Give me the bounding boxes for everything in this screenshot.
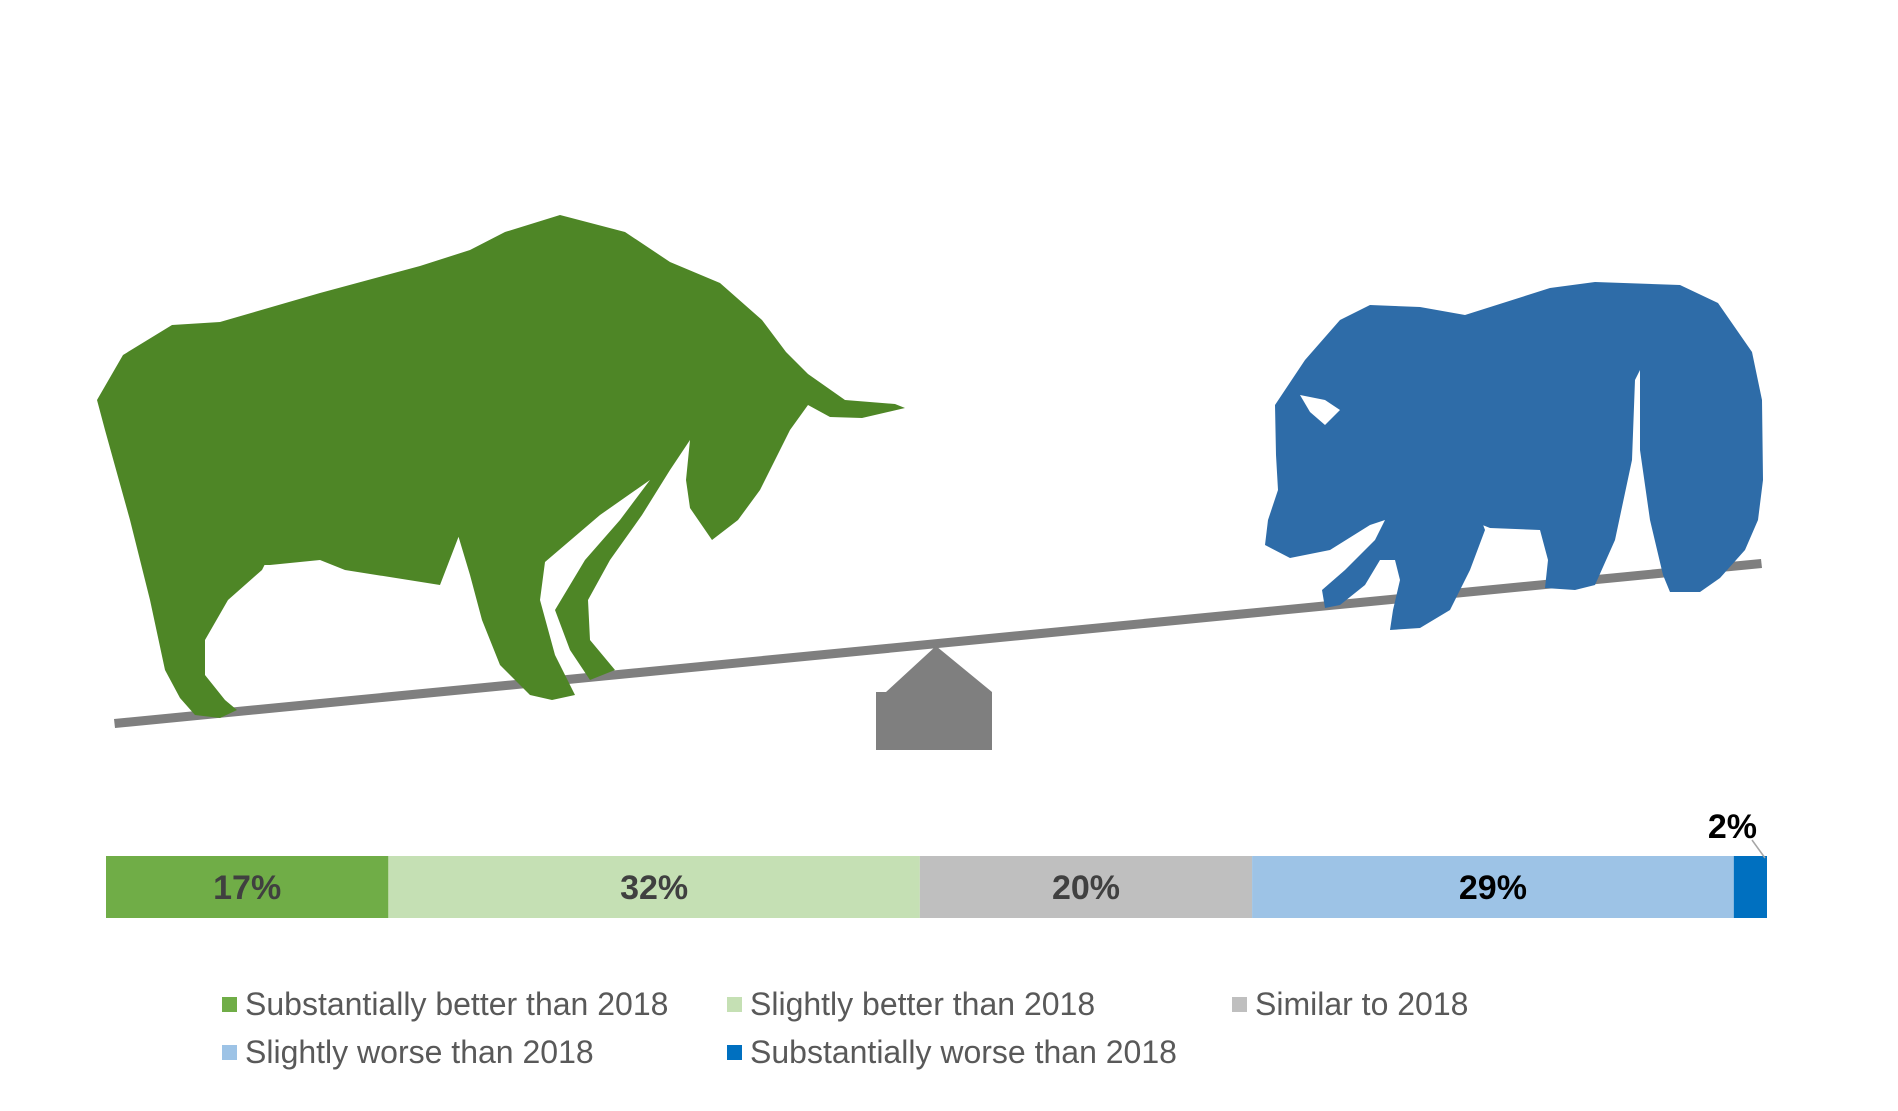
- legend-item: Substantially worse than 2018: [727, 1028, 1177, 1076]
- stacked-bar: 17% 32% 20% 29% 2%: [106, 808, 1767, 918]
- legend-item: Substantially better than 2018: [222, 980, 668, 1028]
- seesaw-fulcrum: [876, 646, 992, 750]
- bear-body: [1265, 282, 1763, 630]
- legend-item: Slightly better than 2018: [727, 980, 1095, 1028]
- legend-swatch: [222, 996, 237, 1012]
- bar-segment: [106, 856, 389, 918]
- legend-swatch: [727, 1044, 742, 1060]
- legend-swatch: [222, 1044, 237, 1060]
- legend-label: Substantially better than 2018: [245, 985, 669, 1022]
- legend-swatch: [1232, 996, 1247, 1012]
- bar-segment: [388, 856, 920, 918]
- bear-icon: [1265, 282, 1763, 630]
- bull-icon: [97, 215, 905, 718]
- legend-label: Slightly worse than 2018: [245, 1033, 594, 1070]
- bull-body: [97, 215, 905, 718]
- data-label: 29%: [1459, 869, 1527, 907]
- data-label: 20%: [1052, 869, 1120, 907]
- legend-item: Slightly worse than 2018: [222, 1028, 594, 1076]
- bar-segment: [1252, 856, 1734, 918]
- legend-label: Substantially worse than 2018: [750, 1033, 1177, 1070]
- legend-swatch: [727, 996, 742, 1012]
- leader-line: [1751, 839, 1766, 859]
- bar-segment: [1733, 856, 1767, 918]
- legend-label: Slightly better than 2018: [750, 985, 1096, 1022]
- legend-item: Similar to 2018: [1232, 980, 1468, 1028]
- data-label: 2%: [1708, 808, 1757, 846]
- data-label: 17%: [213, 869, 281, 907]
- bear-ear-notch: [1300, 395, 1340, 425]
- bar-segment: [919, 856, 1253, 918]
- legend-label: Similar to 2018: [1255, 985, 1469, 1022]
- data-label: 32%: [620, 869, 688, 907]
